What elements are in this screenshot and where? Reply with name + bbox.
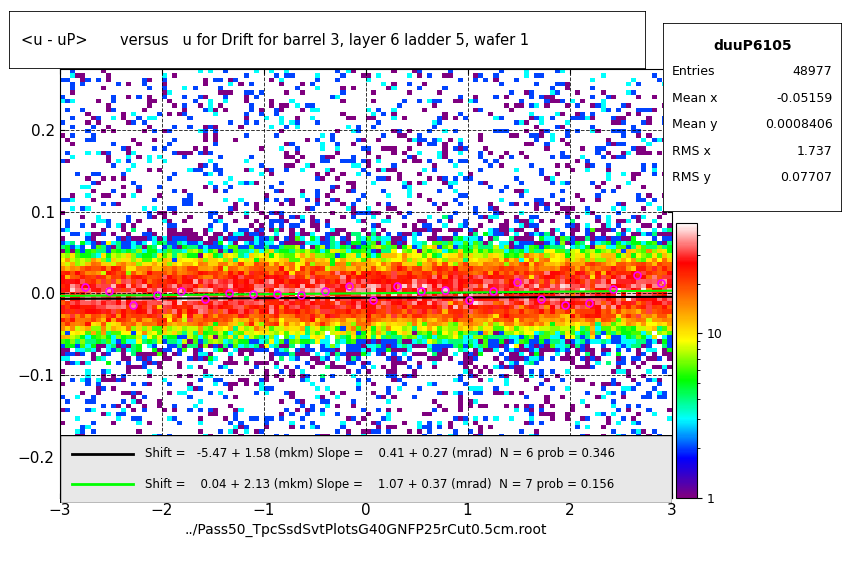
X-axis label: ../Pass50_TpcSsdSvtPlotsG40GNFP25rCut0.5cm.root: ../Pass50_TpcSsdSvtPlotsG40GNFP25rCut0.5… [184,523,547,537]
Text: Shift =    0.04 + 2.13 (mkm) Slope =    1.07 + 0.37 (mrad)  N = 7 prob = 0.156: Shift = 0.04 + 2.13 (mkm) Slope = 1.07 +… [145,478,615,491]
Text: 0.0008406: 0.0008406 [765,118,832,132]
Text: RMS y: RMS y [672,171,711,184]
Text: 48977: 48977 [793,65,832,78]
Text: Mean x: Mean x [672,92,717,105]
Text: 1.737: 1.737 [796,145,832,158]
Text: Mean y: Mean y [672,118,717,132]
Text: <u - uP>       versus   u for Drift for barrel 3, layer 6 ladder 5, wafer 1: <u - uP> versus u for Drift for barrel 3… [21,33,530,47]
Text: Shift =   -5.47 + 1.58 (mkm) Slope =    0.41 + 0.27 (mrad)  N = 6 prob = 0.346: Shift = -5.47 + 1.58 (mkm) Slope = 0.41 … [145,447,615,460]
Text: RMS x: RMS x [672,145,711,158]
Text: -0.05159: -0.05159 [776,92,832,105]
Text: Entries: Entries [672,65,716,78]
Text: duuP6105: duuP6105 [713,38,791,53]
Text: 0.07707: 0.07707 [780,171,832,184]
